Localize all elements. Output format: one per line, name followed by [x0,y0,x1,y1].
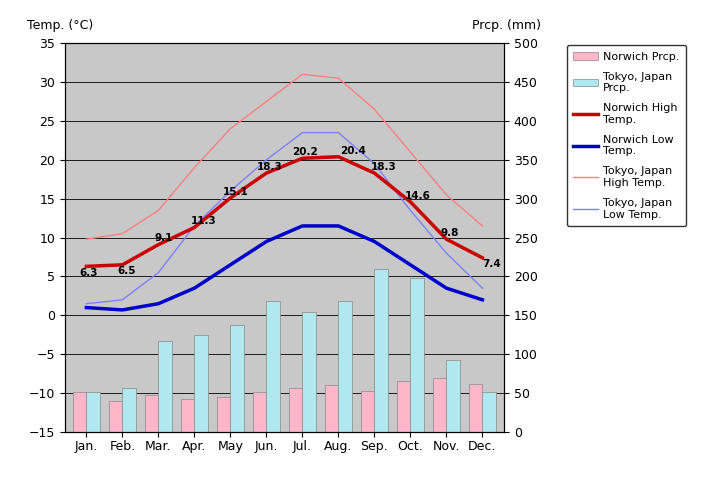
Tokyo, Japan
High Temp. [406,149,415,155]
Tokyo, Japan
High Temp. [478,223,487,229]
Line: Tokyo, Japan
Low Temp.: Tokyo, Japan Low Temp. [86,132,482,304]
Legend: Norwich Prcp., Tokyo, Japan
Prcp., Norwich High
Temp., Norwich Low
Temp., Tokyo,: Norwich Prcp., Tokyo, Japan Prcp., Norwi… [567,45,686,226]
Norwich Low
Temp. [334,223,343,229]
Tokyo, Japan
High Temp. [442,192,451,198]
Norwich High
Temp. [190,225,199,230]
Norwich High
Temp. [82,264,91,269]
Bar [469,384,482,432]
Bar [73,392,86,432]
Tokyo, Japan
Low Temp. [442,250,451,256]
Text: 9.8: 9.8 [441,228,459,238]
Norwich High
Temp. [154,242,163,248]
Tokyo, Japan
High Temp. [334,75,343,81]
Bar [374,269,388,432]
Tokyo, Japan
High Temp. [226,126,235,132]
Tokyo, Japan
Low Temp. [262,157,271,163]
Tokyo, Japan
Low Temp. [478,285,487,291]
Bar [361,391,374,432]
Norwich Low
Temp. [82,305,91,311]
Text: Prcp. (mm): Prcp. (mm) [472,19,541,32]
Text: 11.3: 11.3 [191,216,217,227]
Tokyo, Japan
Low Temp. [154,270,163,276]
Norwich High
Temp. [226,195,235,201]
Tokyo, Japan
High Temp. [82,236,91,242]
Bar [122,388,136,432]
Tokyo, Japan
High Temp. [154,207,163,213]
Norwich High
Temp. [298,156,307,161]
Tokyo, Japan
Low Temp. [406,207,415,213]
Norwich Low
Temp. [406,262,415,268]
Bar [181,399,194,432]
Tokyo, Japan
Low Temp. [82,301,91,307]
Text: 18.3: 18.3 [371,162,397,172]
Bar [397,382,410,432]
Tokyo, Japan
Low Temp. [370,161,379,167]
Text: 7.4: 7.4 [482,259,501,269]
Line: Norwich High
Temp.: Norwich High Temp. [86,157,482,266]
Bar [253,392,266,432]
Text: Temp. (°C): Temp. (°C) [27,19,94,32]
Text: 15.1: 15.1 [223,187,249,197]
Tokyo, Japan
High Temp. [262,99,271,105]
Bar [289,388,302,432]
Bar [482,392,496,432]
Norwich High
Temp. [370,170,379,176]
Bar [302,312,316,432]
Text: 20.2: 20.2 [292,147,318,157]
Text: 9.1: 9.1 [155,233,174,243]
Bar [230,324,244,432]
Tokyo, Japan
Low Temp. [118,297,127,303]
Norwich Low
Temp. [154,301,163,307]
Norwich High
Temp. [262,170,271,176]
Norwich High
Temp. [334,154,343,160]
Norwich High
Temp. [406,199,415,204]
Tokyo, Japan
Low Temp. [334,130,343,135]
Bar [325,385,338,432]
Bar [158,341,172,432]
Tokyo, Japan
Low Temp. [190,223,199,229]
Norwich Low
Temp. [190,285,199,291]
Text: 6.5: 6.5 [117,266,135,276]
Norwich Low
Temp. [226,262,235,268]
Line: Norwich Low
Temp.: Norwich Low Temp. [86,226,482,310]
Norwich High
Temp. [118,262,127,268]
Line: Tokyo, Japan
High Temp.: Tokyo, Japan High Temp. [86,74,482,239]
Tokyo, Japan
High Temp. [298,72,307,77]
Norwich Low
Temp. [262,239,271,244]
Bar [433,378,446,432]
Norwich High
Temp. [442,236,451,242]
Bar [217,397,230,432]
Bar [266,301,280,432]
Text: 14.6: 14.6 [405,191,431,201]
Tokyo, Japan
High Temp. [190,165,199,170]
Norwich High
Temp. [478,255,487,261]
Bar [145,396,158,432]
Bar [86,392,100,432]
Tokyo, Japan
High Temp. [370,107,379,112]
Tokyo, Japan
Low Temp. [226,188,235,194]
Text: 18.3: 18.3 [256,162,282,172]
Bar [446,360,460,432]
Tokyo, Japan
High Temp. [118,231,127,237]
Text: 6.3: 6.3 [79,268,98,278]
Norwich Low
Temp. [298,223,307,229]
Text: 20.4: 20.4 [340,145,366,156]
Bar [410,278,424,432]
Bar [338,301,352,432]
Norwich Low
Temp. [370,239,379,244]
Norwich Low
Temp. [118,307,127,313]
Tokyo, Japan
Low Temp. [298,130,307,135]
Bar [194,335,208,432]
Norwich Low
Temp. [442,285,451,291]
Bar [109,401,122,432]
Norwich Low
Temp. [478,297,487,303]
